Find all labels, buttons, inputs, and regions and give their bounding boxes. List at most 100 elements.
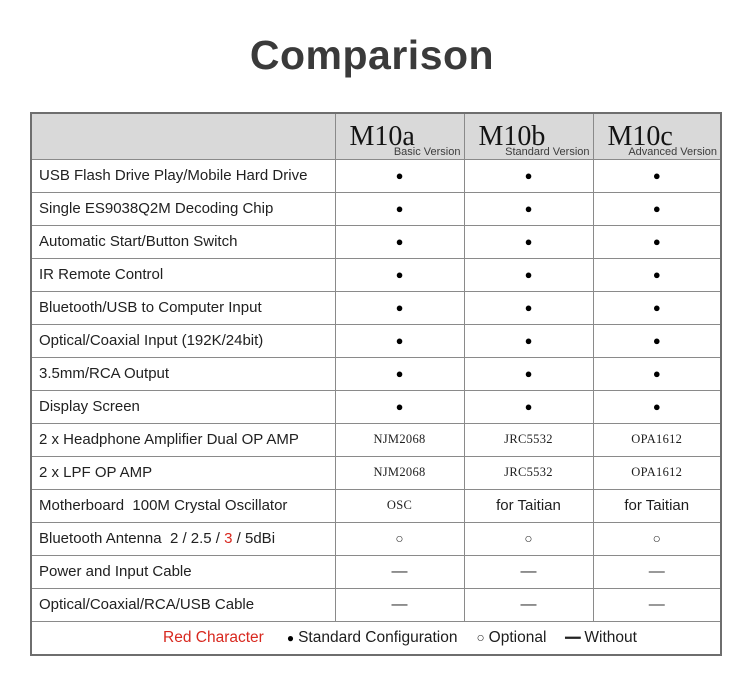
legend-item-label: Standard Configuration xyxy=(298,628,458,646)
legend-item-without: — Without xyxy=(565,629,637,647)
feature-label-prefix: Bluetooth Antenna 2 / 2.5 / xyxy=(39,530,225,547)
feature-label: Bluetooth/USB to Computer Input xyxy=(30,290,336,325)
value-cell: — xyxy=(592,554,722,589)
feature-label: 2 x Headphone Amplifier Dual OP AMP xyxy=(30,422,336,457)
value-cell: ● xyxy=(592,191,722,226)
legend-item-label: Without xyxy=(584,628,637,646)
table-row: Bluetooth Antenna 2 / 2.5 / 3 / 5dBi ○ ○… xyxy=(30,521,722,556)
value-cell: ● xyxy=(463,356,594,391)
value-cell: NJM2068 xyxy=(334,455,465,490)
value-cell: ● xyxy=(592,389,722,424)
value-cell: — xyxy=(463,554,594,589)
feature-label: IR Remote Control xyxy=(30,257,336,292)
table-row: Power and Input Cable — — — xyxy=(30,554,722,589)
header-cell-m10a: M10a Basic Version xyxy=(334,112,465,160)
legend-red-character-label: Red Character xyxy=(163,628,264,646)
table-row: 2 x LPF OP AMP NJM2068 JRC5532 OPA1612 xyxy=(30,455,722,490)
value-cell: ○ xyxy=(592,521,722,556)
feature-label: Power and Input Cable xyxy=(30,554,336,589)
legend-cell: Red Character ● Standard Configuration ○… xyxy=(30,620,722,656)
value-cell: ● xyxy=(592,224,722,259)
value-cell: JRC5532 xyxy=(463,422,594,457)
table-row: Motherboard 100M Crystal Oscillator OSC … xyxy=(30,488,722,523)
value-cell: — xyxy=(463,587,594,622)
feature-label: USB Flash Drive Play/Mobile Hard Drive xyxy=(30,158,336,193)
dash-icon: — xyxy=(565,629,581,647)
value-cell: — xyxy=(334,587,465,622)
value-cell: ● xyxy=(463,323,594,358)
version-label-m10a: Basic Version xyxy=(393,145,461,158)
legend-item-standard: ● Standard Configuration xyxy=(287,629,458,647)
table-row: Bluetooth/USB to Computer Input ● ● ● xyxy=(30,290,722,325)
value-cell: ● xyxy=(592,257,722,292)
page-title: Comparison xyxy=(249,32,495,78)
table-row: Optical/Coaxial Input (192K/24bit) ● ● ● xyxy=(30,323,722,358)
value-cell: ● xyxy=(592,158,722,193)
header-row: M10a Basic Version M10b Standard Version… xyxy=(30,112,722,160)
table-row: USB Flash Drive Play/Mobile Hard Drive ●… xyxy=(30,158,722,193)
value-cell: ● xyxy=(463,224,594,259)
feature-label: Display Screen xyxy=(30,389,336,424)
filled-dot-icon: ● xyxy=(286,630,295,645)
table-row: Automatic Start/Button Switch ● ● ● xyxy=(30,224,722,259)
value-cell: ● xyxy=(334,356,465,391)
feature-label: Automatic Start/Button Switch xyxy=(30,224,336,259)
table-row: Single ES9038Q2M Decoding Chip ● ● ● xyxy=(30,191,722,226)
open-circle-icon: ○ xyxy=(476,630,485,646)
feature-label: 3.5mm/RCA Output xyxy=(30,356,336,391)
value-cell: — xyxy=(592,587,722,622)
value-cell: ● xyxy=(463,158,594,193)
value-cell: OPA1612 xyxy=(592,455,722,490)
table-row: Display Screen ● ● ● xyxy=(30,389,722,424)
legend-item-label: Optional xyxy=(488,628,547,646)
version-label-m10c: Advanced Version xyxy=(628,145,717,158)
comparison-table: M10a Basic Version M10b Standard Version… xyxy=(30,112,722,656)
feature-label-red-value: 3 xyxy=(224,530,233,547)
header-cell-m10c: M10c Advanced Version xyxy=(592,112,722,160)
header-cell-empty xyxy=(30,112,336,160)
legend-row: Red Character ● Standard Configuration ○… xyxy=(30,620,722,656)
feature-label-suffix: / 5dBi xyxy=(232,530,276,547)
model-name-m10a: M10a xyxy=(349,121,415,152)
value-cell: ● xyxy=(592,323,722,358)
feature-label: Bluetooth Antenna 2 / 2.5 / 3 / 5dBi xyxy=(30,521,336,556)
value-cell: ● xyxy=(463,389,594,424)
value-cell: ○ xyxy=(463,521,594,556)
model-name-m10c: M10c xyxy=(607,121,673,152)
value-cell: for Taitian xyxy=(463,488,594,523)
legend-item-optional: ○ Optional xyxy=(477,629,547,647)
legend: Red Character ● Standard Configuration ○… xyxy=(32,629,720,647)
value-cell: ● xyxy=(334,224,465,259)
value-cell: ● xyxy=(463,290,594,325)
feature-label: Optical/Coaxial Input (192K/24bit) xyxy=(30,323,336,358)
value-cell: ● xyxy=(334,158,465,193)
feature-label: Motherboard 100M Crystal Oscillator xyxy=(30,488,336,523)
value-cell: ● xyxy=(334,323,465,358)
value-cell: ● xyxy=(463,191,594,226)
value-cell: ● xyxy=(334,290,465,325)
version-label-m10b: Standard Version xyxy=(505,145,590,158)
value-cell: — xyxy=(334,554,465,589)
value-cell: ○ xyxy=(334,521,465,556)
value-cell: OSC xyxy=(334,488,465,523)
table-row: IR Remote Control ● ● ● xyxy=(30,257,722,292)
table-row: Optical/Coaxial/RCA/USB Cable — — — xyxy=(30,587,722,622)
feature-label: Optical/Coaxial/RCA/USB Cable xyxy=(30,587,336,622)
value-cell: ● xyxy=(463,257,594,292)
value-cell: ● xyxy=(334,191,465,226)
value-cell: ● xyxy=(334,257,465,292)
table-row: 2 x Headphone Amplifier Dual OP AMP NJM2… xyxy=(30,422,722,457)
value-cell: NJM2068 xyxy=(334,422,465,457)
header-cell-m10b: M10b Standard Version xyxy=(463,112,594,160)
table-row: 3.5mm/RCA Output ● ● ● xyxy=(30,356,722,391)
value-cell: for Taitian xyxy=(592,488,722,523)
value-cell: ● xyxy=(334,389,465,424)
value-cell: ● xyxy=(592,356,722,391)
feature-label: Single ES9038Q2M Decoding Chip xyxy=(30,191,336,226)
feature-label: 2 x LPF OP AMP xyxy=(30,455,336,490)
value-cell: ● xyxy=(592,290,722,325)
value-cell: JRC5532 xyxy=(463,455,594,490)
value-cell: OPA1612 xyxy=(592,422,722,457)
model-name-m10b: M10b xyxy=(478,121,546,152)
